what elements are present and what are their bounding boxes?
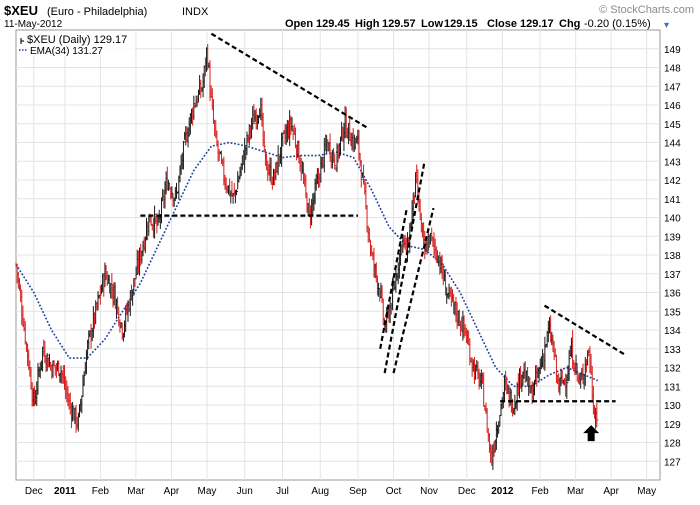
legend-item-ema: EMA(34) 131.27 (19, 46, 103, 57)
x-tick-label: Mar (567, 486, 585, 497)
legend-ema-label: EMA(34) 131.27 (30, 46, 103, 57)
y-tick-label: 147 (664, 82, 681, 93)
x-tick-label: Dec (458, 486, 476, 497)
chg-label: Chg (559, 18, 580, 30)
y-tick-label: 143 (664, 157, 681, 168)
trendline (392, 207, 435, 374)
x-tick-label: Jul (276, 486, 289, 497)
chart-date: 11-May-2012 (4, 19, 63, 30)
y-tick-label: 130 (664, 401, 681, 412)
annotations (140, 32, 626, 442)
y-tick-label: 144 (664, 139, 681, 150)
x-tick-label: Feb (92, 486, 110, 497)
price-bars (15, 44, 599, 471)
watermark: © StockCharts.com (599, 4, 694, 16)
x-tick-label: Apr (603, 486, 619, 497)
y-tick-label: 132 (664, 364, 681, 375)
low-value: 129.15 (444, 18, 478, 30)
x-tick-label: May (198, 486, 217, 497)
x-tick-label: Apr (164, 486, 180, 497)
high-label: High (355, 18, 380, 30)
legend-box (17, 31, 135, 56)
y-tick-label: 133 (664, 345, 681, 356)
y-tick-label: 127 (664, 457, 681, 468)
y-tick-label: 146 (664, 101, 681, 112)
high-value: 129.57 (382, 18, 416, 30)
x-tick-label: Oct (386, 486, 402, 497)
trendline (210, 32, 368, 129)
x-tick-label: Sep (349, 486, 367, 497)
grid-layer (16, 30, 660, 480)
y-tick-label: 137 (664, 270, 681, 281)
y-tick-label: 140 (664, 214, 681, 225)
x-tick-label: Mar (127, 486, 145, 497)
y-tick-label: 138 (664, 251, 681, 262)
x-tick-label: Dec (25, 486, 43, 497)
legend-item-price: $XEU (Daily) 129.17 (20, 34, 127, 46)
y-axis-labels: 127 128 129 130 131 132 133 134 135 136 137 138 139 1… (664, 45, 681, 469)
close-value: 129.17 (520, 18, 554, 30)
trendline (383, 161, 426, 374)
y-tick-label: 145 (664, 120, 681, 131)
y-tick-label: 139 (664, 232, 681, 243)
x-tick-label: Feb (531, 486, 549, 497)
legend-price-label: $XEU (Daily) 129.17 (27, 34, 127, 46)
symbol-title: $XEU (4, 3, 38, 18)
low-label: Low (421, 18, 443, 30)
x-tick-label: Jun (237, 486, 253, 497)
y-tick-label: 149 (664, 45, 681, 56)
y-tick-label: 134 (664, 326, 681, 337)
y-tick-label: 128 (664, 439, 681, 450)
open-label: Open (285, 18, 313, 30)
close-label: Close (487, 18, 517, 30)
symbol-name: (Euro - Philadelphia) (47, 6, 147, 18)
x-tick-label: Nov (420, 486, 438, 497)
y-tick-label: 136 (664, 289, 681, 300)
y-tick-label: 148 (664, 64, 681, 75)
y-tick-label: 135 (664, 307, 681, 318)
open-value: 129.45 (316, 18, 350, 30)
y-tick-label: 141 (664, 195, 681, 206)
x-tick-label: May (637, 486, 656, 497)
x-tick-label: 2011 (54, 486, 76, 497)
exchange-label: INDX (182, 6, 209, 18)
chg-down-marker: ▾ (664, 20, 669, 31)
chg-value: -0.20 (0.15%) (584, 18, 651, 30)
y-tick-label: 142 (664, 176, 681, 187)
y-tick-label: 131 (664, 382, 681, 393)
x-tick-label: 2012 (491, 486, 514, 497)
x-axis-labels: Dec 2011 Feb Mar Apr May Jun Jul Aug Sep Oct Nov Dec… (25, 486, 656, 497)
x-tick-label: Aug (311, 486, 329, 497)
up-arrow-icon (583, 425, 600, 442)
y-tick-label: 129 (664, 420, 681, 431)
